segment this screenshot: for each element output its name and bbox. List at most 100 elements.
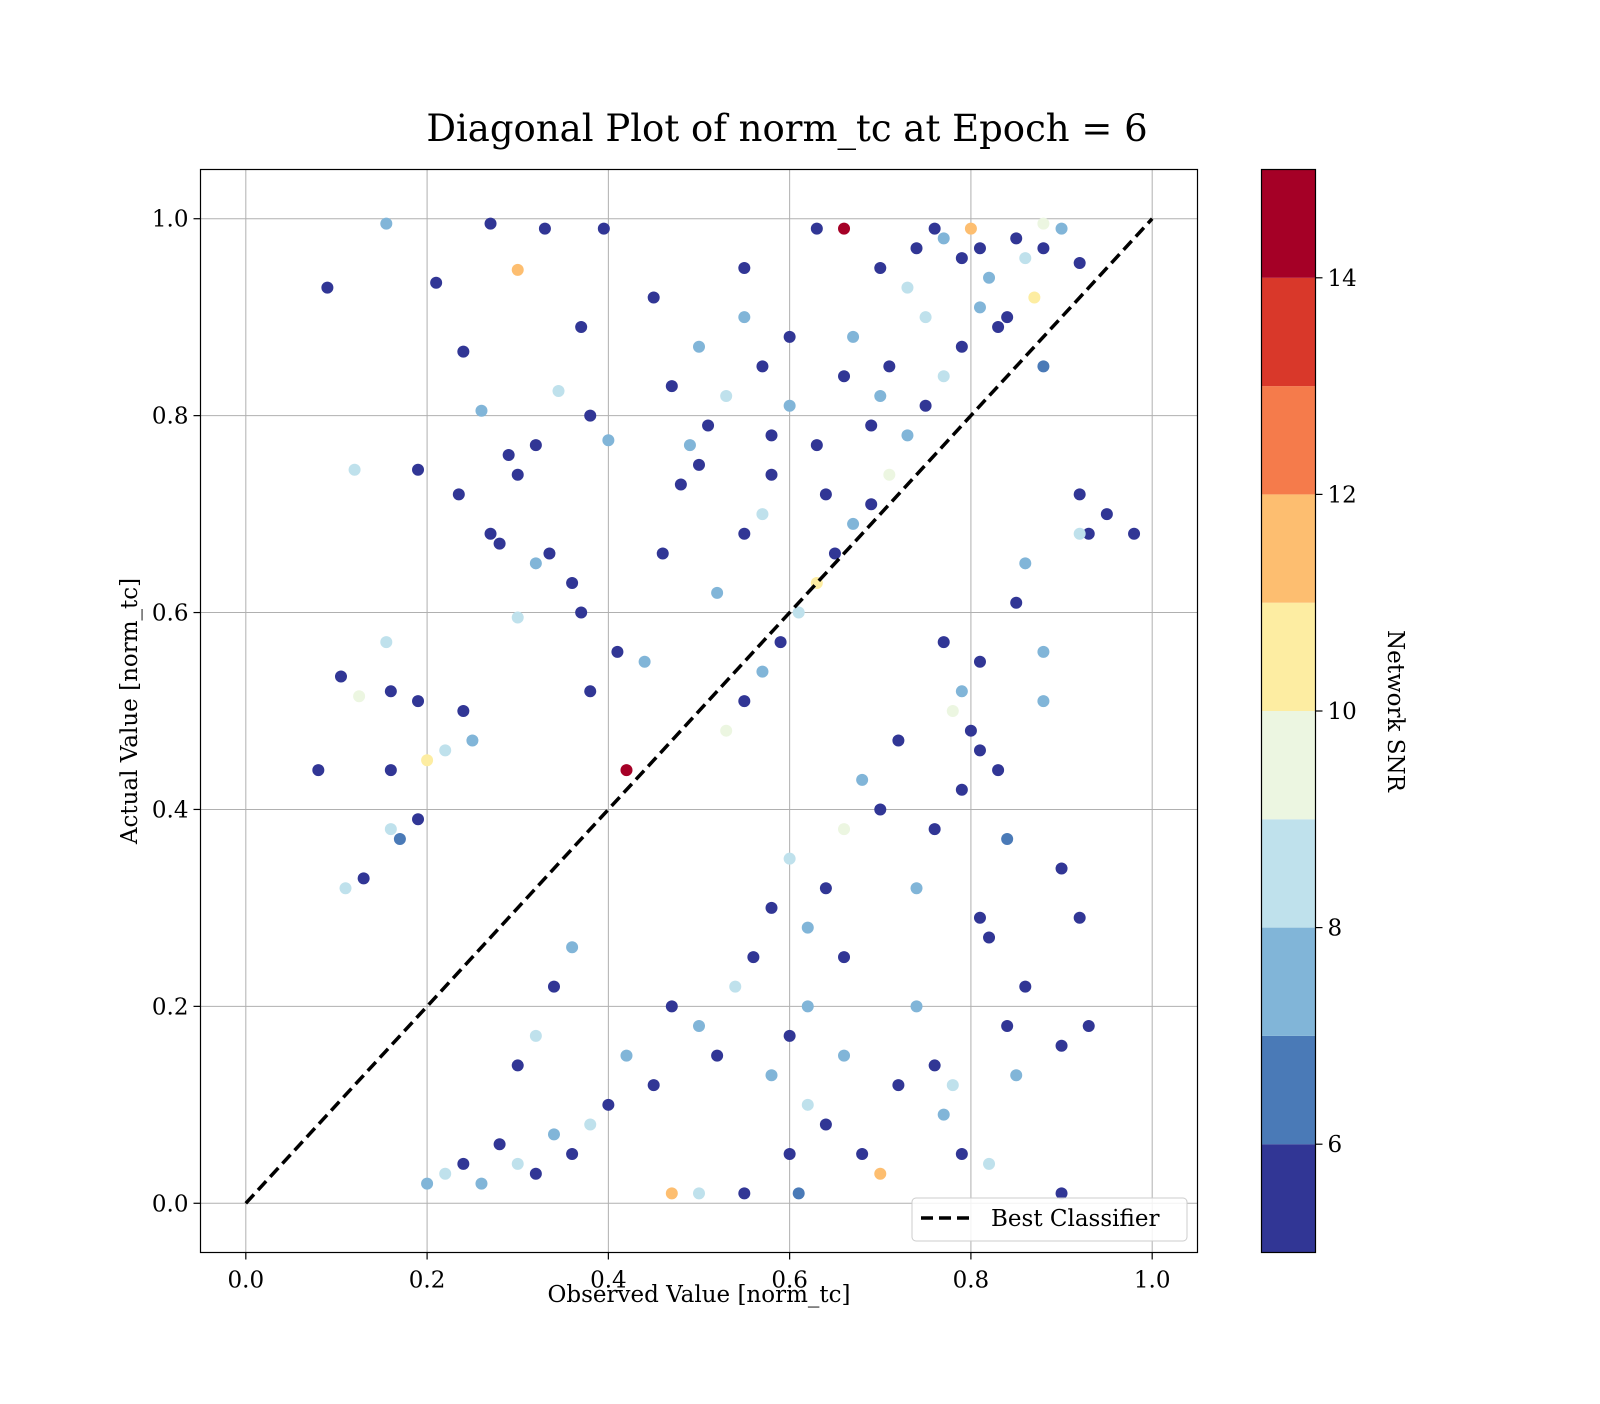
- data-point: [597, 222, 610, 235]
- data-point: [502, 449, 515, 462]
- data-point: [983, 931, 996, 944]
- data-point: [466, 734, 479, 747]
- data-point: [647, 1079, 660, 1092]
- data-point: [380, 217, 393, 230]
- data-point: [865, 419, 878, 432]
- data-point: [511, 468, 524, 481]
- data-point: [801, 1098, 814, 1111]
- colorbar-segment: [1261, 711, 1316, 820]
- x-axis-label: Observed Value [norm_tc]: [548, 1282, 851, 1308]
- x-tick-label: 0.6: [771, 1268, 808, 1294]
- data-point: [321, 281, 334, 294]
- data-point: [412, 695, 425, 708]
- data-point: [1073, 488, 1086, 501]
- data-point: [783, 399, 796, 412]
- data-point: [783, 1029, 796, 1042]
- data-point: [964, 724, 977, 737]
- data-point: [801, 1000, 814, 1013]
- data-point: [665, 380, 678, 393]
- data-point: [819, 882, 832, 895]
- data-point: [973, 655, 986, 668]
- data-point: [1019, 557, 1032, 570]
- data-point: [1073, 911, 1086, 924]
- colorbar-tick-label: 6: [1328, 1132, 1343, 1158]
- data-point: [384, 823, 397, 836]
- data-point: [892, 1079, 905, 1092]
- data-point: [484, 527, 497, 540]
- data-point: [380, 636, 393, 649]
- data-point: [493, 1138, 506, 1151]
- data-point: [819, 1118, 832, 1131]
- colorbar-segment: [1261, 602, 1316, 711]
- colorbar-segment: [1261, 927, 1316, 1036]
- x-tick-label: 0.2: [409, 1268, 446, 1294]
- best-classifier-line: [244, 217, 1154, 1205]
- data-point: [973, 744, 986, 757]
- data-point: [1128, 527, 1141, 540]
- data-point: [838, 823, 851, 836]
- data-point: [937, 1108, 950, 1121]
- data-point: [1082, 527, 1095, 540]
- data-point: [384, 685, 397, 698]
- data-point: [1010, 596, 1023, 609]
- data-point: [693, 458, 705, 471]
- data-point: [575, 606, 588, 619]
- data-point: [452, 488, 465, 501]
- data-point: [856, 1148, 869, 1161]
- data-point: [937, 370, 950, 383]
- data-point: [1001, 311, 1014, 324]
- data-point: [992, 764, 1005, 777]
- data-point: [611, 645, 624, 658]
- data-point: [1037, 217, 1050, 230]
- data-point: [928, 823, 941, 836]
- data-point: [937, 636, 950, 649]
- y-tick-label: 0.8: [152, 404, 189, 430]
- data-point: [1055, 222, 1068, 235]
- data-point: [1019, 252, 1032, 265]
- data-point: [439, 744, 452, 757]
- colorbar-tick-label: 14: [1328, 266, 1357, 292]
- data-point: [384, 764, 397, 777]
- colorbar-tick-label: 8: [1328, 916, 1343, 942]
- x-axis: 0.0 0.2 0.4 0.6 0.8 1.0: [228, 1252, 1170, 1294]
- x-tick-label: 0.0: [228, 1268, 265, 1294]
- data-point: [511, 263, 524, 276]
- data-point: [874, 1167, 887, 1180]
- data-point: [1055, 1187, 1068, 1200]
- data-point: [647, 291, 660, 304]
- data-point: [838, 951, 851, 964]
- data-point: [756, 508, 769, 521]
- data-point: [1001, 1020, 1014, 1033]
- data-point: [552, 385, 565, 398]
- data-point: [484, 217, 497, 230]
- data-point: [955, 783, 968, 796]
- data-point: [783, 330, 796, 343]
- y-tick-label: 0.0: [152, 1191, 189, 1217]
- data-point: [765, 901, 778, 914]
- data-point: [955, 340, 968, 353]
- data-point: [828, 547, 841, 560]
- data-point: [439, 1167, 452, 1180]
- data-point: [1037, 242, 1050, 255]
- data-point: [547, 1128, 560, 1141]
- data-point: [602, 434, 615, 447]
- data-point: [584, 685, 597, 698]
- data-point: [511, 611, 524, 624]
- colorbar: 6 8 10 12 14: [1261, 169, 1357, 1253]
- data-point: [421, 754, 434, 767]
- data-point: [983, 1157, 996, 1170]
- data-point: [973, 242, 986, 255]
- data-point: [738, 695, 751, 708]
- colorbar-segment: [1261, 386, 1316, 495]
- data-point: [656, 547, 669, 560]
- data-point: [919, 399, 932, 412]
- data-point: [674, 478, 687, 491]
- data-point: [538, 222, 551, 235]
- data-point: [547, 980, 560, 993]
- data-point: [1037, 645, 1050, 658]
- colorbar-segment: [1261, 277, 1316, 387]
- data-point: [566, 577, 579, 590]
- data-point: [792, 1187, 805, 1200]
- data-point: [964, 222, 977, 235]
